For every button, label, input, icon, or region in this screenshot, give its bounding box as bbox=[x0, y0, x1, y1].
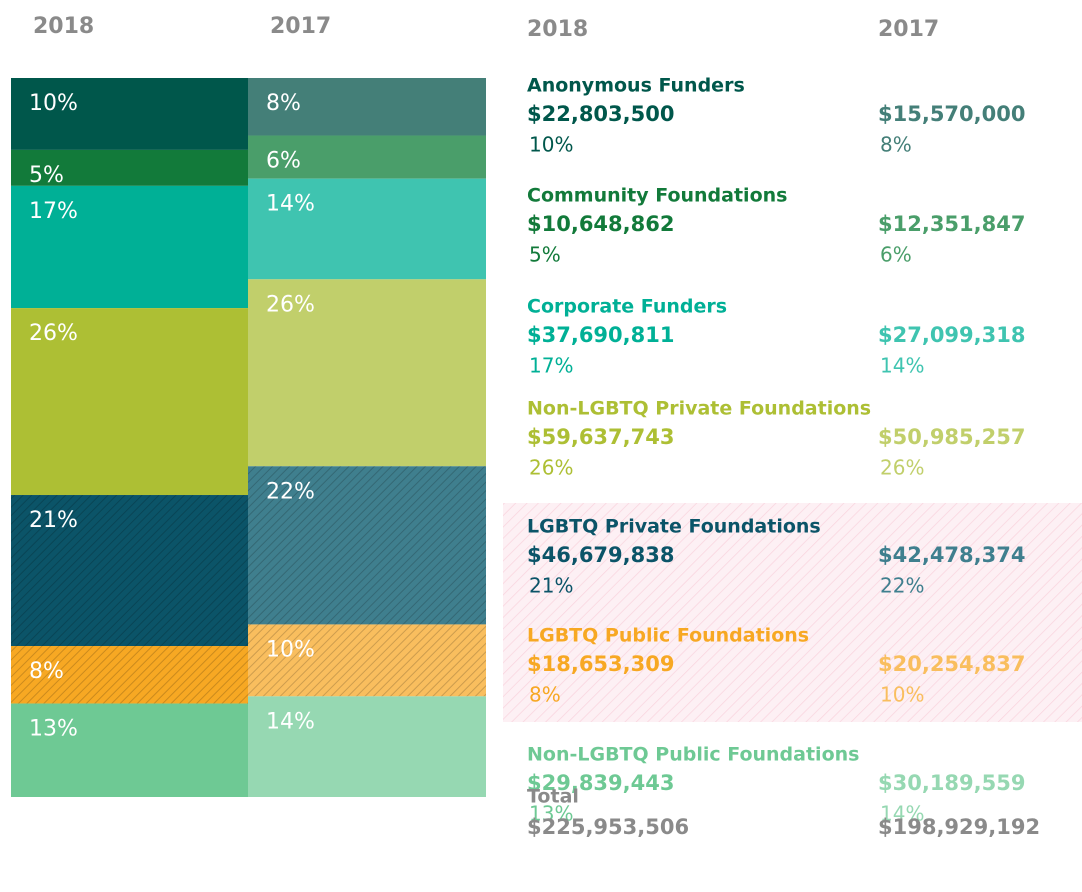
bar-segment bbox=[248, 135, 486, 179]
table-header: 2018 bbox=[527, 17, 588, 42]
total-amount: $198,929,192 bbox=[878, 815, 1040, 839]
amount: $18,653,309 bbox=[527, 652, 674, 676]
segment-label: 26% bbox=[29, 321, 78, 346]
legend-name: Anonymous Funders bbox=[527, 75, 745, 97]
segment-label: 10% bbox=[266, 637, 315, 662]
legend-name: Corporate Funders bbox=[527, 296, 727, 318]
legend-name: LGBTQ Public Foundations bbox=[527, 625, 809, 647]
segment-label: 10% bbox=[29, 91, 78, 116]
column-header: 2018 bbox=[33, 14, 94, 39]
segment-label: 21% bbox=[29, 508, 78, 533]
bar-segment bbox=[11, 78, 248, 150]
percent: 10% bbox=[529, 133, 573, 157]
total-label: Total bbox=[527, 786, 579, 808]
amount: $22,803,500 bbox=[527, 102, 674, 126]
segment-label: 22% bbox=[266, 479, 315, 504]
segment-label: 5% bbox=[29, 163, 64, 188]
bar-segment bbox=[11, 308, 248, 496]
table-header: 2017 bbox=[878, 17, 939, 42]
percent: 14% bbox=[880, 354, 924, 378]
segment-label: 13% bbox=[29, 717, 78, 742]
amount: $50,985,257 bbox=[878, 425, 1025, 449]
percent: 17% bbox=[529, 354, 573, 378]
segment-label: 8% bbox=[29, 659, 64, 684]
percent: 5% bbox=[529, 243, 561, 267]
percent: 26% bbox=[880, 456, 924, 480]
percent: 22% bbox=[880, 574, 924, 598]
amount: $42,478,374 bbox=[878, 543, 1025, 567]
amount: $27,099,318 bbox=[878, 323, 1025, 347]
hatch bbox=[248, 624, 486, 697]
amount: $20,254,837 bbox=[878, 652, 1025, 676]
segment-label: 14% bbox=[266, 709, 315, 734]
percent: 14% bbox=[880, 802, 924, 826]
amount: $59,637,743 bbox=[527, 425, 674, 449]
percent: 26% bbox=[529, 456, 573, 480]
total-amount: $225,953,506 bbox=[527, 815, 689, 839]
percent: 10% bbox=[880, 683, 924, 707]
segment-label: 17% bbox=[29, 199, 78, 224]
segment-label: 8% bbox=[266, 91, 301, 116]
amount: $30,189,559 bbox=[878, 771, 1025, 795]
legend-name: LGBTQ Private Foundations bbox=[527, 516, 821, 538]
hatch bbox=[248, 466, 486, 625]
bar-segment bbox=[248, 696, 486, 797]
percent: 13% bbox=[529, 802, 573, 826]
amount: $15,570,000 bbox=[878, 102, 1025, 126]
hatch bbox=[11, 495, 248, 647]
bar-segment bbox=[11, 149, 248, 186]
legend-name: Non-LGBTQ Private Foundations bbox=[527, 398, 871, 420]
legend-name: Community Foundations bbox=[527, 185, 787, 207]
column-header: 2017 bbox=[270, 14, 331, 39]
hatch bbox=[11, 646, 248, 704]
amount: $37,690,811 bbox=[527, 323, 674, 347]
bar-segment bbox=[248, 279, 486, 467]
bar-segment bbox=[11, 185, 248, 309]
highlight-band bbox=[503, 503, 1082, 722]
amount: $29,839,443 bbox=[527, 771, 674, 795]
segment-label: 6% bbox=[266, 149, 301, 174]
segment-label: 26% bbox=[266, 292, 315, 317]
percent: 8% bbox=[880, 133, 912, 157]
bar-segment bbox=[248, 78, 486, 136]
amount: $46,679,838 bbox=[527, 543, 674, 567]
percent: 8% bbox=[529, 683, 561, 707]
percent: 21% bbox=[529, 574, 573, 598]
bar-segment bbox=[11, 703, 248, 797]
bar-segment bbox=[248, 178, 486, 280]
percent: 6% bbox=[880, 243, 912, 267]
amount: $10,648,862 bbox=[527, 212, 674, 236]
segment-label: 14% bbox=[266, 192, 315, 217]
legend-name: Non-LGBTQ Public Foundations bbox=[527, 744, 859, 766]
amount: $12,351,847 bbox=[878, 212, 1025, 236]
